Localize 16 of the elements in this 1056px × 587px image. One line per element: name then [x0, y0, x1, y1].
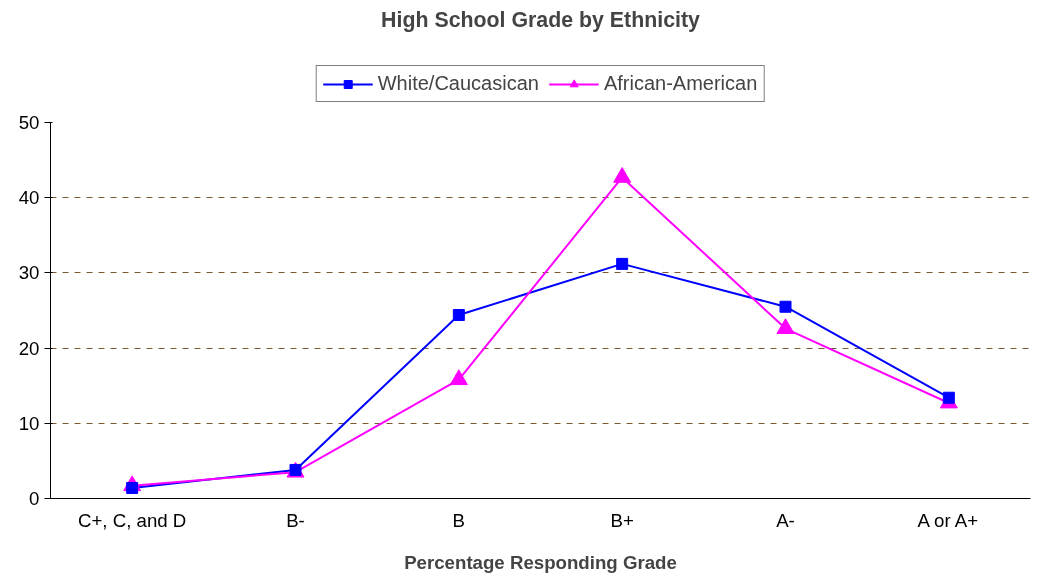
x-tick-label: A or A+ — [917, 509, 979, 531]
y-tick-label: 10 — [18, 412, 40, 434]
y-tick-label: 50 — [18, 112, 40, 133]
legend-label: African-American — [603, 72, 758, 95]
x-tick-label: B- — [286, 509, 305, 531]
x-tick-label: B — [452, 509, 466, 531]
legend-label: White/Caucasican — [377, 72, 539, 95]
y-tick-label: 20 — [18, 337, 40, 359]
x-axis-title: Percentage Responding Grade — [404, 551, 677, 573]
y-tick-label: 40 — [18, 187, 40, 209]
y-tick-label: 30 — [18, 262, 40, 284]
x-tick-label: C+, C, and D — [77, 509, 187, 531]
y-tick-label: 0 — [29, 488, 40, 509]
x-tick-label: A- — [776, 509, 795, 531]
x-tick-label: B+ — [610, 509, 634, 531]
chart-title: High School Grade by Ethnicity — [381, 7, 701, 32]
